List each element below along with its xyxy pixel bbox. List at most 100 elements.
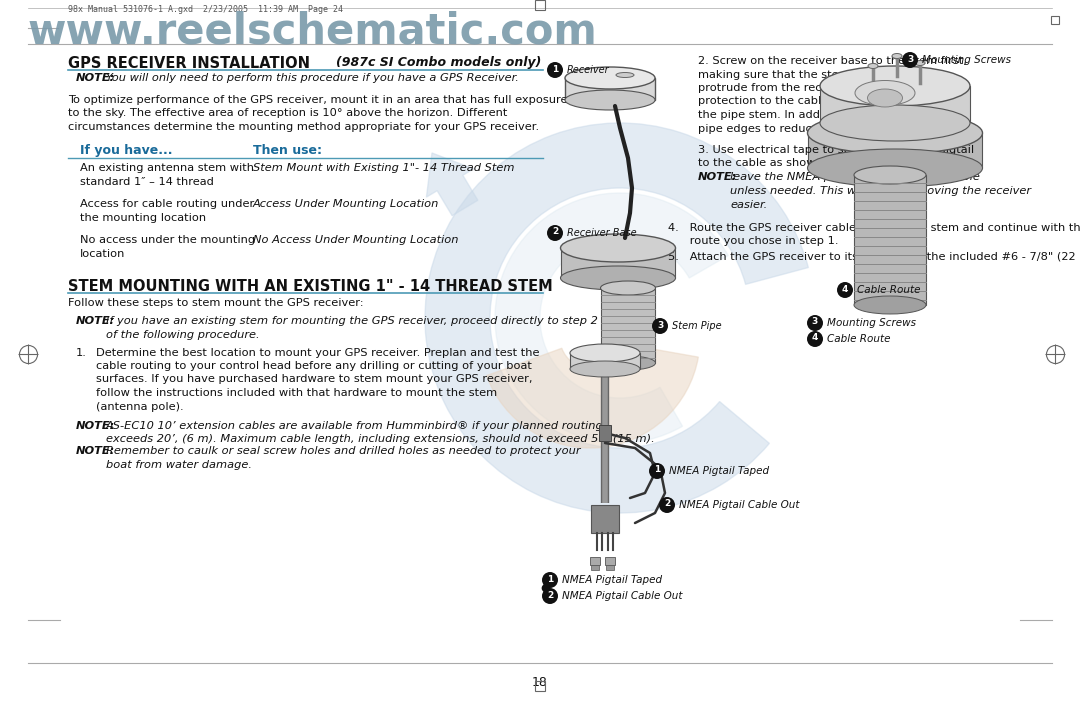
Text: 2: 2 — [552, 227, 558, 236]
Circle shape — [659, 497, 675, 513]
Text: 4: 4 — [841, 285, 848, 294]
Text: NMEA Pigtail Taped: NMEA Pigtail Taped — [669, 466, 769, 476]
Bar — [590, 557, 600, 565]
Ellipse shape — [808, 112, 983, 154]
Circle shape — [807, 331, 823, 347]
Ellipse shape — [565, 67, 654, 89]
Ellipse shape — [820, 66, 970, 106]
Ellipse shape — [565, 90, 654, 110]
Ellipse shape — [868, 64, 878, 69]
Text: 1: 1 — [552, 64, 558, 74]
Text: If you have...: If you have... — [80, 144, 173, 157]
Bar — [591, 505, 619, 533]
Circle shape — [652, 318, 669, 334]
Text: 4.   Route the GPS receiver cable through the stem and continue with the planned: 4. Route the GPS receiver cable through … — [669, 223, 1080, 233]
Text: unless needed. This will make removing the receiver: unless needed. This will make removing t… — [730, 186, 1031, 196]
Text: 1: 1 — [653, 465, 660, 474]
Text: 2: 2 — [546, 590, 553, 600]
Ellipse shape — [915, 60, 924, 66]
Text: NOTE:: NOTE: — [76, 421, 116, 431]
Text: Then use:: Then use: — [253, 144, 322, 157]
Circle shape — [807, 315, 823, 331]
Text: protection to the cable when pulling it through: protection to the cable when pulling it … — [698, 96, 966, 106]
Text: to the cable as shown.: to the cable as shown. — [698, 159, 826, 169]
Text: Stem Mount with Existing 1"- 14 Thread Stem: Stem Mount with Existing 1"- 14 Thread S… — [253, 163, 514, 173]
Text: surfaces. If you have purchased hardware to stem mount your GPS receiver,: surfaces. If you have purchased hardware… — [96, 375, 532, 384]
Ellipse shape — [570, 344, 640, 362]
Text: (antenna pole).: (antenna pole). — [96, 401, 184, 411]
Bar — [605, 557, 615, 565]
Bar — [606, 565, 615, 570]
Text: AS-EC10 10’ extension cables are available from Humminbird® if your planned rout: AS-EC10 10’ extension cables are availab… — [106, 421, 604, 431]
Text: Receiver Base: Receiver Base — [567, 228, 636, 238]
Text: NOTE:: NOTE: — [76, 447, 116, 457]
Ellipse shape — [600, 356, 656, 370]
Text: protrude from the receiver base. This adds: protrude from the receiver base. This ad… — [698, 83, 942, 93]
Text: Cable Route: Cable Route — [858, 285, 920, 295]
Circle shape — [542, 588, 558, 604]
Bar — [561, 248, 675, 278]
Text: 98x Manual 531076-1 A.gxd  2/23/2005  11:39 AM  Page 24: 98x Manual 531076-1 A.gxd 2/23/2005 11:3… — [68, 5, 343, 14]
Text: 1: 1 — [546, 574, 553, 583]
Text: 3: 3 — [812, 317, 819, 326]
Ellipse shape — [616, 72, 634, 77]
Text: www.reelschematic.com: www.reelschematic.com — [28, 11, 597, 53]
Wedge shape — [487, 343, 699, 448]
Text: No access under the mounting
location: No access under the mounting location — [80, 235, 255, 259]
Ellipse shape — [600, 281, 656, 295]
Text: 2: 2 — [664, 500, 670, 508]
Ellipse shape — [854, 166, 926, 184]
Text: 3: 3 — [907, 55, 913, 64]
Text: Remember to caulk or seal screw holes and drilled holes as needed to protect you: Remember to caulk or seal screw holes an… — [106, 447, 581, 457]
Text: Mounting Screws: Mounting Screws — [922, 55, 1011, 65]
Text: (987c SI Combo models only): (987c SI Combo models only) — [336, 56, 541, 69]
Text: STEM MOUNTING WITH AN EXISTING 1" - 14 THREAD STEM: STEM MOUNTING WITH AN EXISTING 1" - 14 T… — [68, 279, 553, 294]
Text: route you chose in step 1.: route you chose in step 1. — [669, 236, 838, 246]
Text: easier.: easier. — [730, 200, 767, 210]
Text: NOTE:: NOTE: — [76, 316, 116, 326]
Text: 4: 4 — [812, 333, 819, 343]
Ellipse shape — [561, 234, 675, 262]
Ellipse shape — [561, 266, 675, 290]
Text: 1.: 1. — [76, 348, 86, 358]
Text: NOTE:: NOTE: — [76, 73, 116, 83]
Text: the pipe stem. In addition to this, de-burr the: the pipe stem. In addition to this, de-b… — [698, 110, 957, 120]
Bar — [591, 565, 599, 570]
Text: ●: ● — [540, 583, 550, 593]
Text: Follow these steps to stem mount the GPS receiver:: Follow these steps to stem mount the GPS… — [68, 298, 364, 308]
FancyArrow shape — [427, 153, 477, 216]
Text: making sure that the stem pipe does not: making sure that the stem pipe does not — [698, 69, 931, 79]
Bar — [600, 288, 654, 363]
Text: Cable Route: Cable Route — [827, 334, 891, 344]
Text: follow the instructions included with that hardware to mount the stem: follow the instructions included with th… — [96, 388, 497, 398]
Text: If you have an existing stem for mounting the GPS receiver, proceed directly to : If you have an existing stem for mountin… — [106, 316, 598, 326]
Text: of the following procedure.: of the following procedure. — [106, 329, 259, 340]
Text: To optimize performance of the GPS receiver, mount it in an area that has full e: To optimize performance of the GPS recei… — [68, 95, 567, 105]
Text: Access for cable routing under
the mounting location: Access for cable routing under the mount… — [80, 199, 254, 223]
Bar — [808, 133, 982, 168]
Text: cable routing to your control head before any drilling or cutting of your boat: cable routing to your control head befor… — [96, 361, 531, 371]
Text: An existing antenna stem with
standard 1″ – 14 thread: An existing antenna stem with standard 1… — [80, 163, 254, 187]
Text: NOTE:: NOTE: — [698, 173, 738, 183]
Circle shape — [546, 225, 563, 241]
Text: to the sky. The effective area of reception is 10° above the horizon. Different: to the sky. The effective area of recept… — [68, 108, 508, 118]
Ellipse shape — [867, 89, 903, 107]
Text: Receiver: Receiver — [567, 65, 609, 75]
Text: No Access Under Mounting Location: No Access Under Mounting Location — [253, 235, 459, 245]
Text: leave the NMEA pigtail secured to the cable: leave the NMEA pigtail secured to the ca… — [730, 173, 980, 183]
Text: 3. Use electrical tape to secure the NMEA pigtail: 3. Use electrical tape to secure the NME… — [698, 145, 974, 155]
Ellipse shape — [808, 149, 983, 187]
Circle shape — [542, 572, 558, 588]
Text: Mounting Screws: Mounting Screws — [827, 318, 916, 328]
Circle shape — [837, 282, 853, 298]
Wedge shape — [495, 193, 728, 443]
Text: NMEA Pigtail Taped: NMEA Pigtail Taped — [562, 575, 662, 585]
Bar — [570, 353, 640, 369]
Bar — [599, 425, 611, 441]
Text: circumstances determine the mounting method appropriate for your GPS receiver.: circumstances determine the mounting met… — [68, 122, 539, 132]
Circle shape — [649, 463, 665, 479]
Ellipse shape — [820, 105, 970, 141]
Text: 18: 18 — [532, 676, 548, 689]
Text: exceeds 20’, (6 m). Maximum cable length, including extensions, should not excee: exceeds 20’, (6 m). Maximum cable length… — [106, 435, 654, 445]
Bar — [854, 175, 926, 305]
